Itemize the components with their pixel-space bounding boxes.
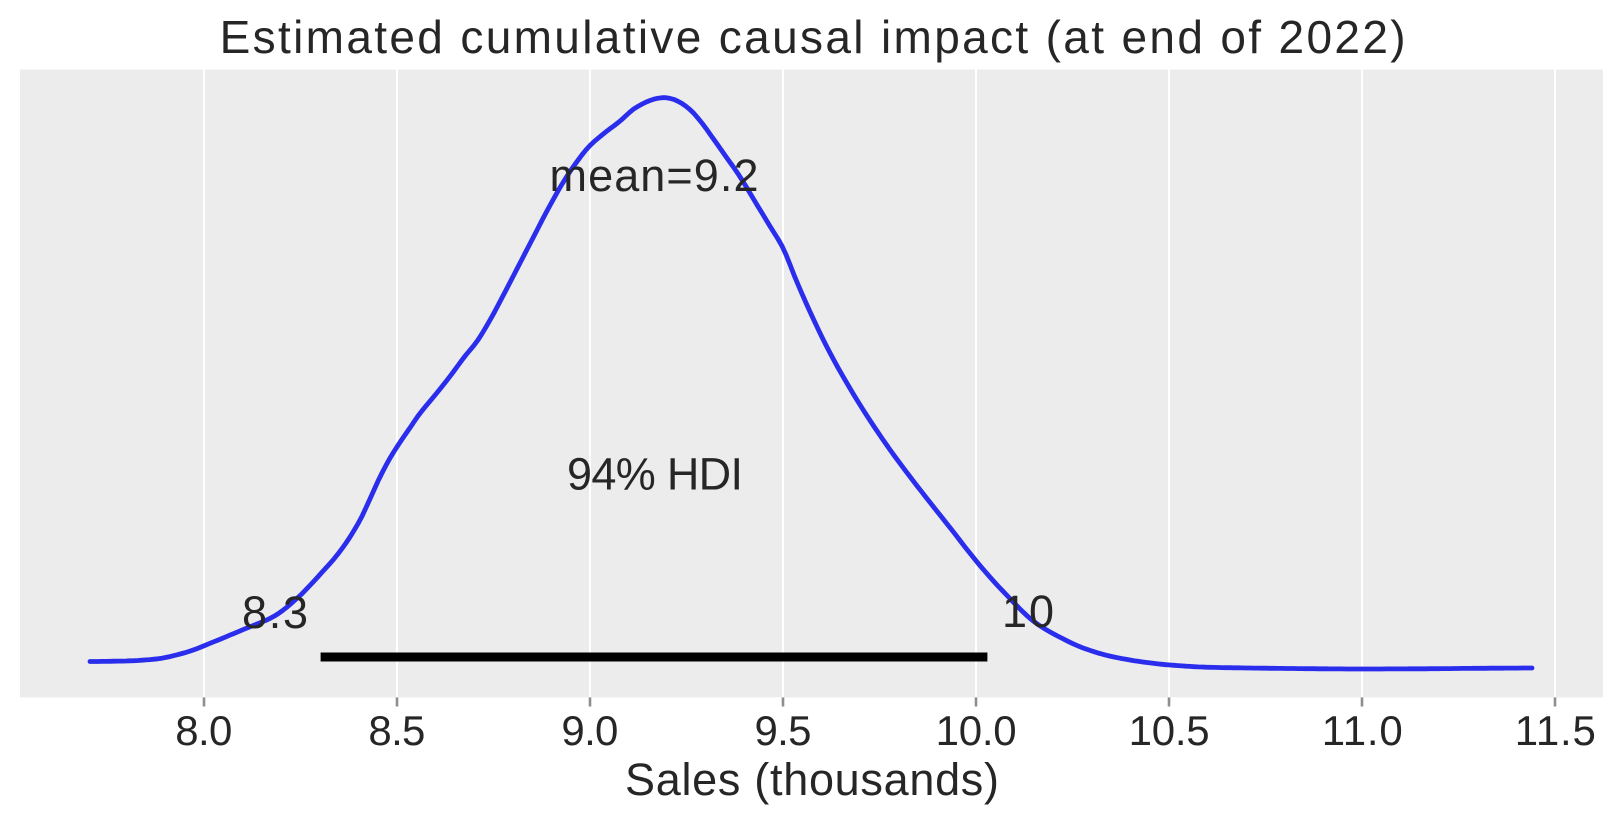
svg-text:11.5: 11.5 [1515,707,1596,754]
svg-text:10.0: 10.0 [936,707,1017,754]
svg-text:Sales (thousands): Sales (thousands) [625,754,999,805]
svg-text:9.0: 9.0 [561,707,618,754]
svg-text:10: 10 [1002,586,1054,637]
svg-text:8.3: 8.3 [242,587,308,638]
svg-text:8.5: 8.5 [368,707,425,754]
svg-text:8.0: 8.0 [175,707,232,754]
svg-text:94% HDI: 94% HDI [567,449,743,500]
svg-text:9.5: 9.5 [755,707,812,754]
svg-text:mean=9.2: mean=9.2 [550,150,759,201]
svg-text:Estimated cumulative causal im: Estimated cumulative causal impact (at e… [220,11,1406,63]
svg-text:10.5: 10.5 [1129,707,1210,754]
svg-text:11.0: 11.0 [1322,707,1403,754]
